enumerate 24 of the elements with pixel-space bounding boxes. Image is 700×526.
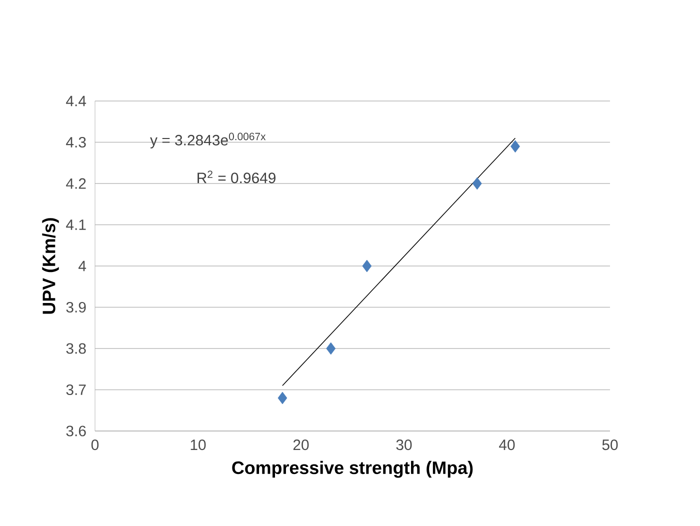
x-tick-label: 10 [190,440,206,450]
y-tick-label: 3.9 [66,302,86,313]
point [278,392,288,404]
y-tick-label: 4.4 [66,96,86,106]
point [326,342,336,355]
x-axis-title: Compressive strength (Mpa) [232,460,473,478]
x-tick-label: 40 [499,440,515,450]
x-tick-label: 20 [293,440,309,450]
y-tick-label: 4.1 [66,220,86,230]
y-tick-label: 4 [78,260,86,272]
y-tick-label: 3.6 [66,426,86,436]
y-tick-label: 3.7 [66,384,86,396]
x-tick-label: 30 [396,440,412,450]
y-tick-label: 3.8 [66,343,86,354]
y-tick-label: 4.2 [66,178,86,189]
x-tick-label: 0 [91,440,99,450]
x-tick-label: 50 [602,440,618,450]
annotation: y = 3.2843e$^{0.0067x}$ [150,132,266,148]
point [472,177,482,190]
y-axis-title: UPV (Km/s) [42,218,59,314]
annotation: R$^{2}$ = 0.9649 [198,170,276,184]
point [362,260,372,272]
point [510,140,520,153]
y-tick-label: 4.3 [66,136,86,148]
